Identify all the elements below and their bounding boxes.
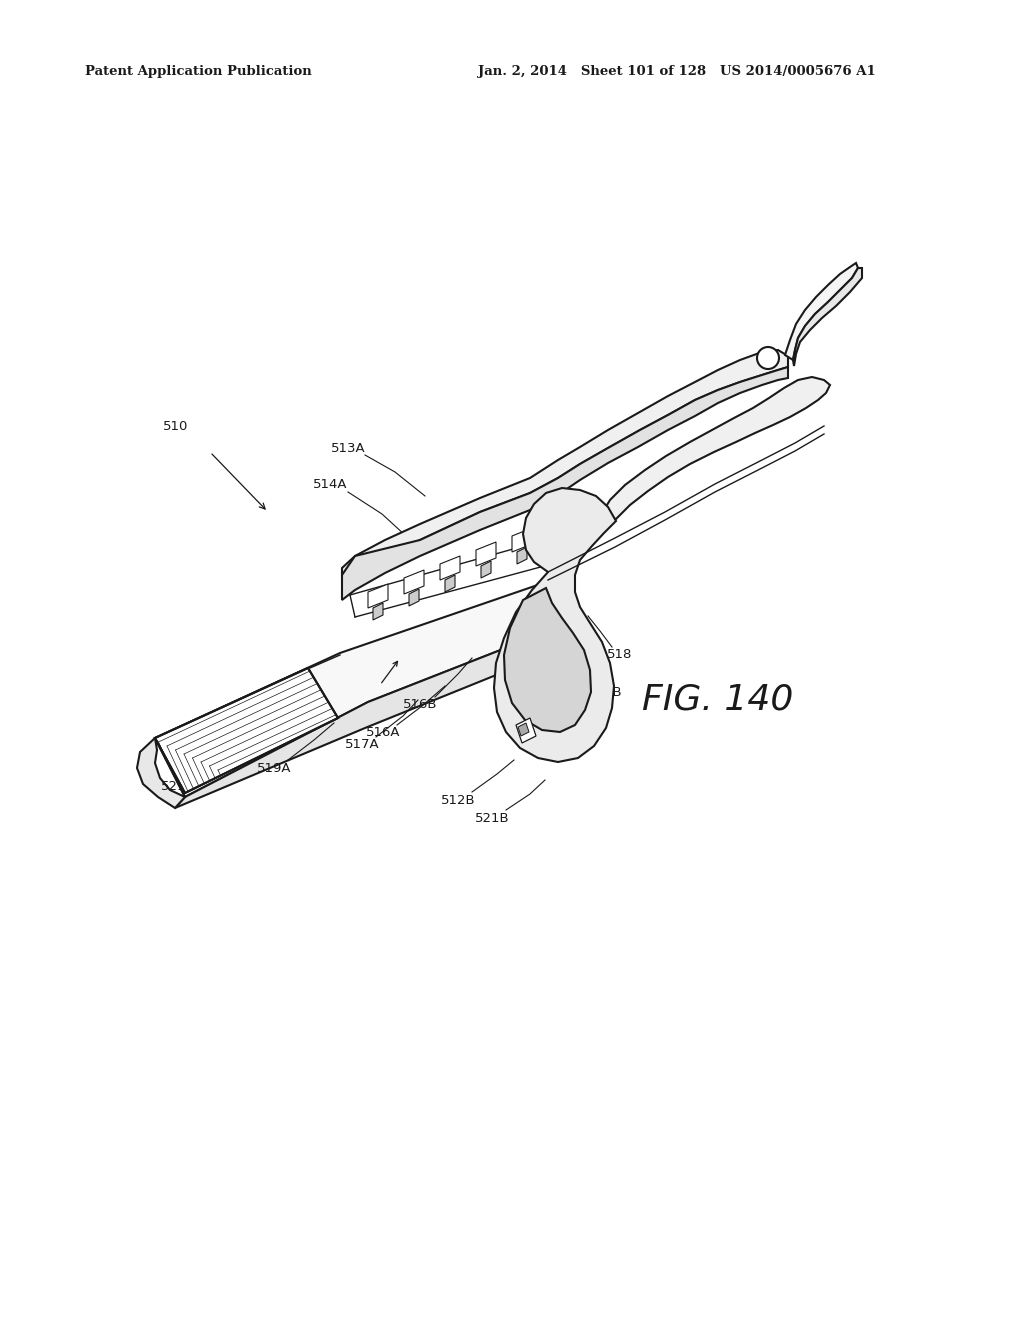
Polygon shape bbox=[155, 668, 338, 793]
Text: FIG. 140: FIG. 140 bbox=[642, 682, 794, 717]
Polygon shape bbox=[409, 589, 419, 606]
Polygon shape bbox=[155, 578, 572, 797]
Polygon shape bbox=[793, 268, 862, 366]
Text: 519A: 519A bbox=[257, 762, 291, 775]
Polygon shape bbox=[494, 488, 616, 762]
Text: 516A: 516A bbox=[366, 726, 400, 738]
Polygon shape bbox=[604, 378, 830, 519]
Text: 521B: 521B bbox=[475, 812, 509, 825]
Polygon shape bbox=[785, 263, 858, 360]
Text: Patent Application Publication: Patent Application Publication bbox=[85, 66, 311, 78]
Polygon shape bbox=[516, 718, 536, 743]
Polygon shape bbox=[342, 367, 788, 601]
Polygon shape bbox=[342, 350, 788, 576]
Text: 512B: 512B bbox=[440, 793, 475, 807]
Text: 521A: 521A bbox=[161, 780, 196, 793]
Polygon shape bbox=[373, 603, 383, 620]
Text: 514A: 514A bbox=[312, 479, 347, 491]
Text: 517A: 517A bbox=[345, 738, 379, 751]
Polygon shape bbox=[404, 570, 424, 594]
Polygon shape bbox=[445, 576, 455, 591]
Text: 518: 518 bbox=[607, 648, 633, 661]
Text: 513A: 513A bbox=[331, 441, 366, 454]
Polygon shape bbox=[440, 556, 460, 579]
Polygon shape bbox=[481, 561, 490, 578]
Polygon shape bbox=[512, 528, 532, 552]
Polygon shape bbox=[175, 622, 572, 808]
Polygon shape bbox=[476, 543, 496, 566]
Polygon shape bbox=[518, 723, 529, 737]
Polygon shape bbox=[504, 587, 591, 733]
Polygon shape bbox=[137, 738, 185, 808]
Text: 513B: 513B bbox=[588, 686, 623, 700]
Text: 516B: 516B bbox=[402, 698, 437, 711]
Text: Jan. 2, 2014   Sheet 101 of 128   US 2014/0005676 A1: Jan. 2, 2014 Sheet 101 of 128 US 2014/00… bbox=[478, 66, 876, 78]
Polygon shape bbox=[368, 583, 388, 609]
Text: 510: 510 bbox=[163, 421, 188, 433]
Polygon shape bbox=[517, 546, 527, 564]
Circle shape bbox=[757, 347, 779, 370]
